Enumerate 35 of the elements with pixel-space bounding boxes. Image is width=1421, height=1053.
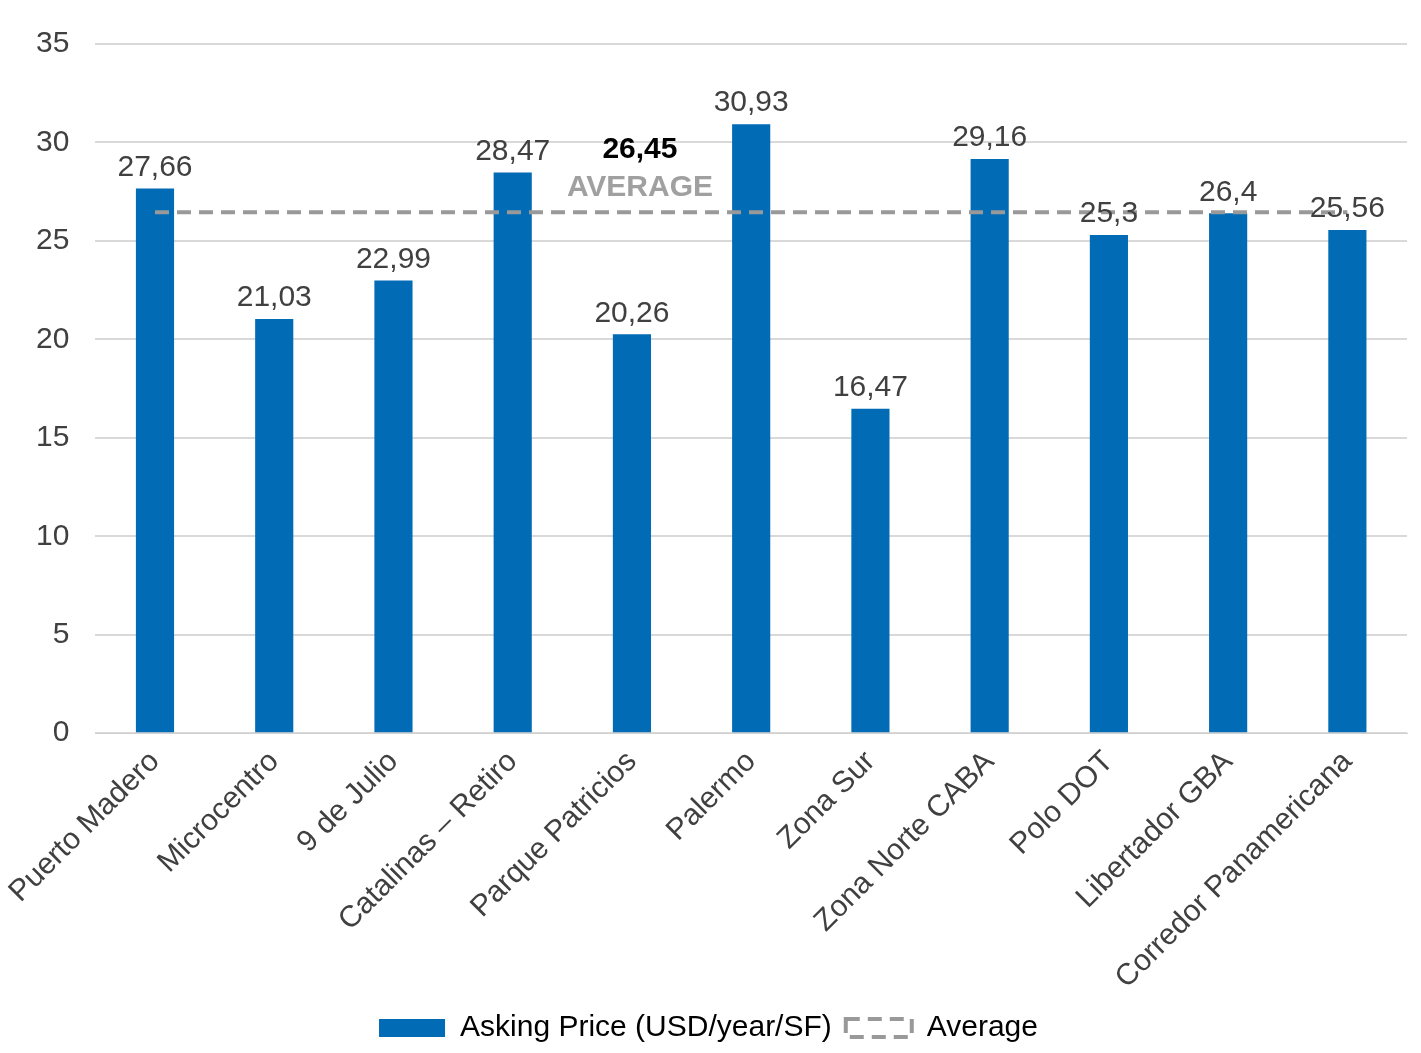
bar <box>493 172 532 733</box>
annotation: AVERAGE <box>566 168 714 202</box>
data-label: 26,4 <box>1198 173 1258 207</box>
bar <box>732 124 771 733</box>
data-label: 16,47 <box>832 369 908 403</box>
data-label: 22,99 <box>355 240 432 274</box>
bar <box>612 334 652 733</box>
legend-label: Average <box>926 1009 1038 1043</box>
y-tick-label: 5 <box>52 615 70 649</box>
bar <box>135 188 175 733</box>
bar <box>374 280 413 733</box>
data-label: 30,93 <box>713 84 789 118</box>
data-label: 20,26 <box>594 294 670 328</box>
y-tick-label: 25 <box>35 222 70 256</box>
y-tick-label: 15 <box>35 419 70 453</box>
data-label: 29,16 <box>952 119 1028 153</box>
bar <box>970 158 1009 733</box>
y-tick-label: 35 <box>35 25 70 59</box>
y-tick-label: 30 <box>35 123 70 157</box>
bar <box>1089 235 1128 733</box>
y-tick-label: 20 <box>35 320 70 354</box>
annotation: 26,45 <box>602 130 678 164</box>
bar <box>255 319 294 733</box>
data-label: 27,66 <box>117 148 193 182</box>
data-label: 25,56 <box>1309 190 1385 224</box>
bar <box>851 408 890 733</box>
legend-label: Asking Price (USD/year/SF) <box>460 1009 832 1043</box>
bar <box>1209 213 1248 733</box>
x-tick-label: 9 de Julio <box>289 743 404 858</box>
data-label: 21,03 <box>236 279 312 313</box>
bar <box>1328 229 1367 733</box>
data-label: 25,3 <box>1079 195 1139 229</box>
y-tick-label: 10 <box>35 517 70 551</box>
y-tick-label: 0 <box>52 714 70 748</box>
data-label: 28,47 <box>475 132 551 166</box>
